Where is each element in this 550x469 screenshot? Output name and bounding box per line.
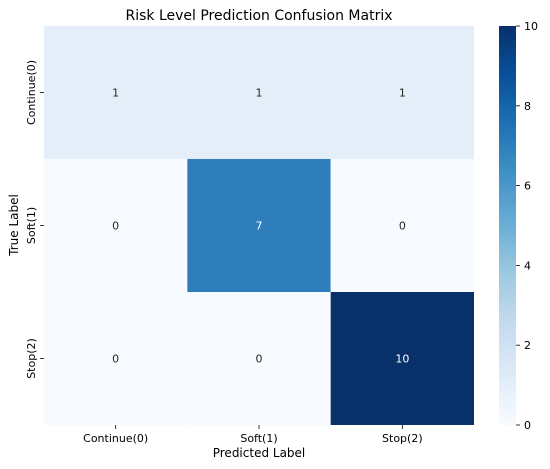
heatmap-cell	[330, 159, 474, 292]
colorbar-tick-label: 10	[524, 20, 538, 33]
cell-annotation: 7	[256, 220, 263, 233]
heatmap-cell	[187, 26, 331, 159]
cell-annotation: 1	[399, 87, 406, 100]
colorbar-ticks: 0 2 4 6 8 10	[516, 20, 538, 432]
colorbar-tick-label: 8	[524, 100, 531, 113]
x-axis-label: Predicted Label	[213, 446, 306, 460]
cell-annotation: 10	[395, 353, 409, 366]
y-tick-label: Soft(1)	[25, 207, 38, 244]
y-axis-label: True Label	[7, 194, 21, 257]
x-axis: Continue(0) Soft(1) Stop(2)	[83, 425, 423, 445]
colorbar	[499, 26, 516, 425]
y-tick-label: Continue(0)	[25, 60, 38, 125]
cell-annotation: 0	[256, 353, 263, 366]
colorbar-tick-label: 4	[524, 259, 531, 272]
cell-annotation: 1	[256, 87, 263, 100]
cell-annotation: 0	[399, 220, 406, 233]
heatmap-cell	[187, 159, 331, 292]
cell-annotation: 0	[112, 353, 119, 366]
chart-title: Risk Level Prediction Confusion Matrix	[125, 8, 392, 24]
heatmap-cell	[44, 159, 188, 292]
x-tick-label: Continue(0)	[83, 432, 148, 445]
colorbar-tick-label: 2	[524, 339, 531, 352]
colorbar-tick-label: 6	[524, 180, 531, 193]
cell-annotation: 0	[112, 220, 119, 233]
colorbar-tick-label: 0	[524, 419, 531, 432]
y-axis: Continue(0) Soft(1) Stop(2)	[25, 60, 44, 379]
heatmap-cell	[330, 26, 474, 159]
y-tick-label: Stop(2)	[25, 338, 38, 379]
cell-annotations: 1 1 10 7 00 0 10	[112, 87, 409, 366]
heatmap-cells	[44, 26, 474, 425]
heatmap-cell	[187, 292, 331, 425]
heatmap-cell	[44, 292, 188, 425]
x-tick-label: Stop(2)	[382, 432, 423, 445]
heatmap-cell	[44, 26, 188, 159]
x-tick-label: Soft(1)	[240, 432, 277, 445]
heatmap-cell	[330, 292, 474, 425]
cell-annotation: 1	[112, 87, 119, 100]
